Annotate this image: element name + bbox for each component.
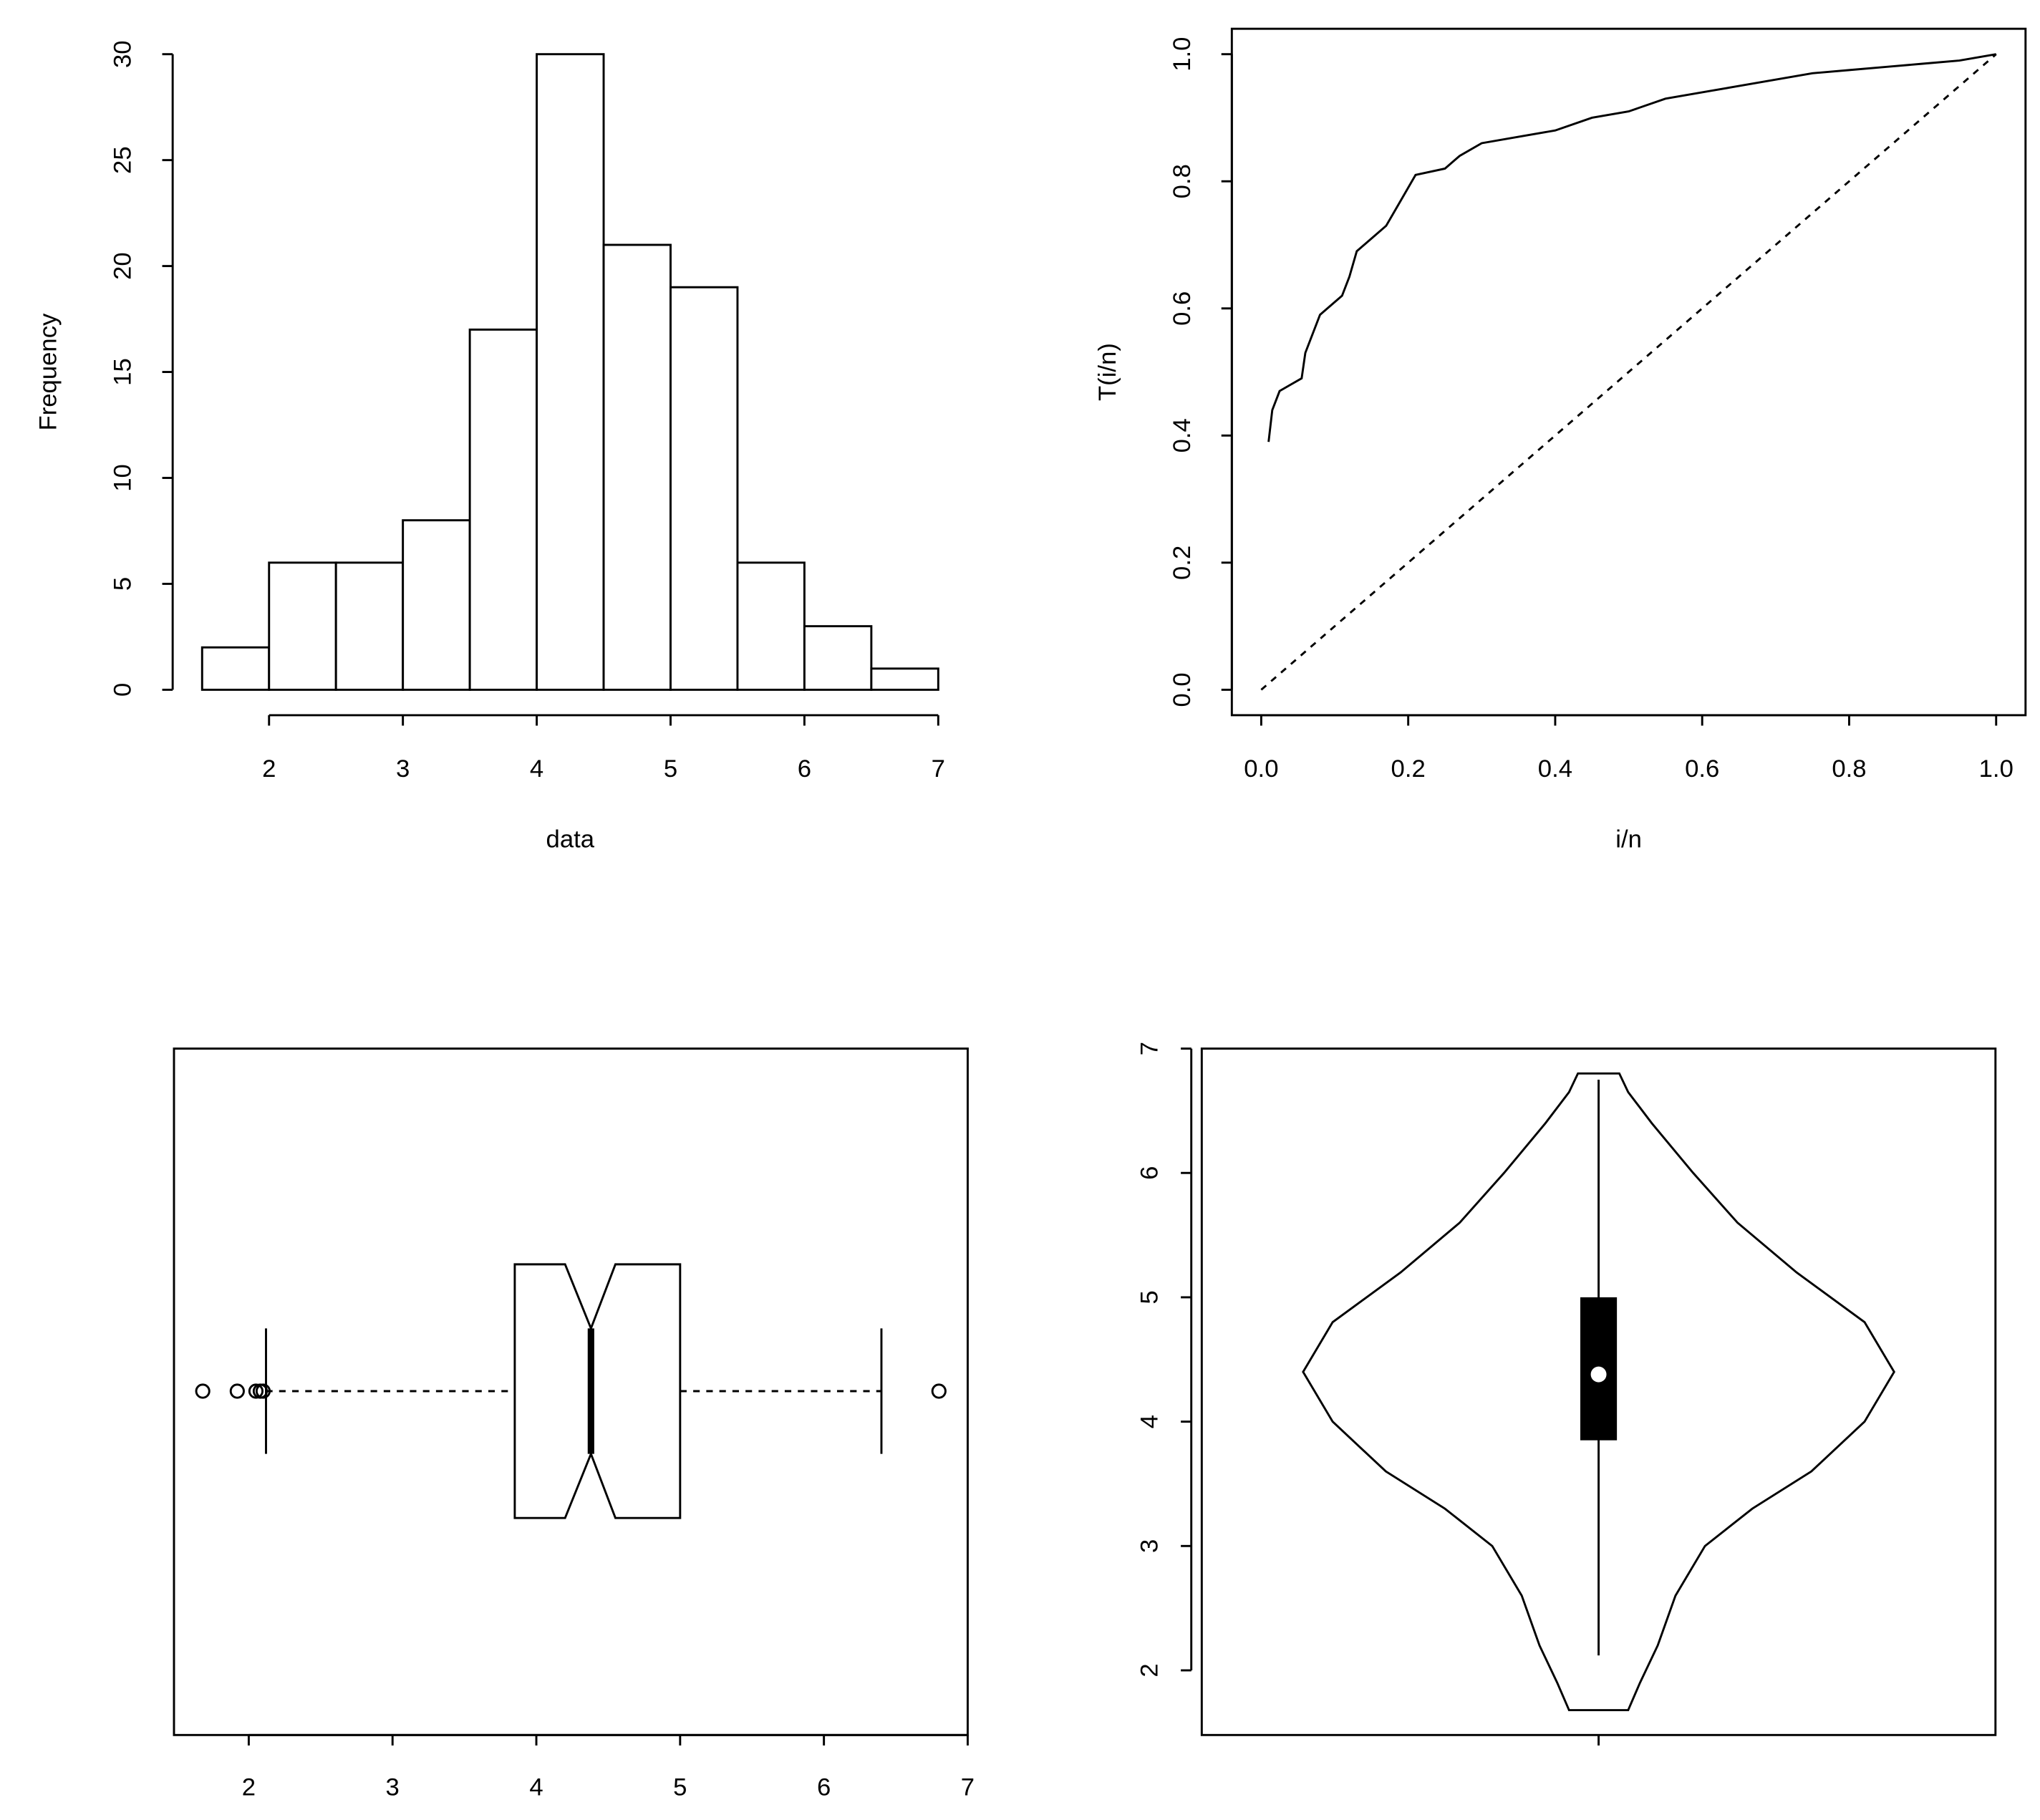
violin: [1302, 1072, 1895, 1712]
y-tick-label: 0.4: [1169, 418, 1196, 452]
y-tick-label: 0.8: [1169, 164, 1196, 198]
y-tick-label: 0: [110, 683, 137, 697]
x-tick-label: 0.8: [1832, 755, 1866, 783]
bar: [468, 328, 538, 691]
bar: [402, 519, 471, 691]
outlier: [229, 1383, 245, 1399]
bar: [669, 286, 739, 691]
bar: [536, 53, 605, 691]
x-tick-label: 2: [262, 755, 276, 783]
x-tick-label: 7: [961, 1773, 975, 1801]
x-tick-label: 5: [673, 1773, 687, 1801]
y-tick-label: 0.2: [1169, 546, 1196, 580]
x-tick-label: 7: [932, 755, 945, 783]
y-tick-label: 4: [1136, 1415, 1163, 1428]
y-tick-label: 0.6: [1169, 291, 1196, 326]
x-tick-label: 3: [396, 755, 410, 783]
y-tick-label: 5: [110, 577, 137, 591]
median: [1590, 1366, 1607, 1383]
y-tick-label: 1.0: [1169, 37, 1196, 72]
y-tick-label: 7: [1136, 1042, 1163, 1055]
x-tick-label: 4: [530, 755, 543, 783]
x-tick-label: 0.0: [1244, 755, 1278, 783]
y-tick-label: 3: [1136, 1539, 1163, 1553]
box: [513, 1263, 682, 1519]
bar: [736, 561, 806, 691]
bar: [268, 561, 337, 691]
x-tick-label: 4: [529, 1773, 543, 1801]
x-tick-label: 1.0: [1979, 755, 2014, 783]
y-tick-label: 20: [110, 252, 137, 280]
bar: [334, 561, 405, 691]
line: [1260, 53, 1997, 691]
outlier: [195, 1383, 211, 1399]
bar: [870, 667, 939, 691]
x-tick-label: 0.6: [1685, 755, 1719, 783]
y-tick-label: 30: [110, 40, 137, 68]
y-tick-label: 15: [110, 358, 137, 386]
y-tick-label: 10: [110, 464, 137, 492]
line: [1267, 53, 1997, 442]
x-tick-label: 6: [817, 1773, 831, 1801]
x-tick-label: 2: [242, 1773, 256, 1801]
y-tick-label: 2: [1136, 1663, 1163, 1677]
x-tick-label: 0.2: [1391, 755, 1426, 783]
y-tick-label: 25: [110, 146, 137, 174]
y-tick-label: 0.0: [1169, 672, 1196, 707]
y-tick-label: 6: [1136, 1166, 1163, 1180]
x-tick-label: 3: [386, 1773, 400, 1801]
outlier: [255, 1383, 271, 1399]
outlier: [248, 1383, 264, 1399]
bar: [200, 646, 271, 691]
bar: [602, 243, 672, 691]
x-axis-title: i/n: [1615, 826, 1642, 853]
y-tick-label: 5: [1136, 1290, 1163, 1304]
x-axis-title: data: [546, 826, 595, 853]
y-axis-title: T(i/n): [1094, 343, 1121, 401]
y-axis-title: Frequency: [35, 313, 62, 431]
outlier: [931, 1383, 947, 1399]
x-tick-label: 6: [798, 755, 811, 783]
x-tick-label: 5: [664, 755, 677, 783]
bar: [803, 625, 873, 691]
x-tick-label: 0.4: [1538, 755, 1572, 783]
